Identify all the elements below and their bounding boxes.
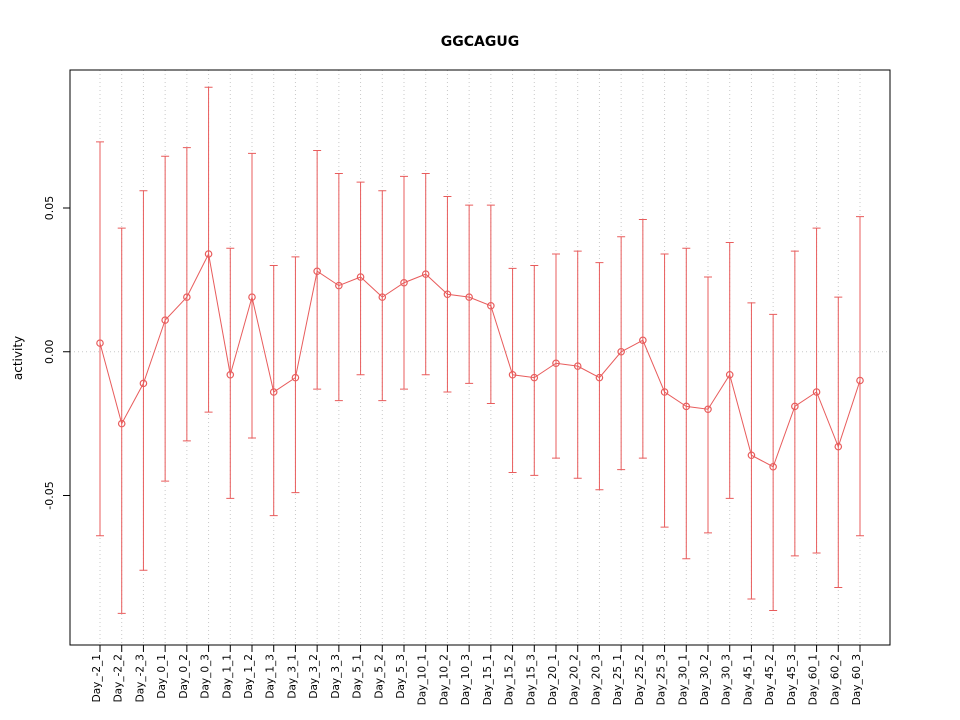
data-point — [834, 442, 843, 451]
x-tick-label: Day_1_1 — [221, 654, 233, 699]
data-point — [682, 402, 691, 411]
x-tick-label: Day_3_2 — [308, 654, 320, 699]
x-tick-label: Day_3_3 — [330, 654, 342, 699]
error-bars — [96, 86, 864, 614]
data-point — [226, 370, 235, 379]
x-tick-label: Day_20_1 — [547, 654, 559, 705]
x-tick-label: Day_5_2 — [373, 654, 385, 699]
x-tick-label: Day_0_3 — [200, 654, 212, 699]
data-point — [269, 388, 278, 396]
x-tick-label: Day_1_2 — [243, 654, 255, 699]
gridlines — [99, 70, 861, 645]
x-tick-label: Day_60_1 — [808, 654, 820, 705]
data-point — [769, 462, 777, 471]
chart-title: GGCAGUG — [441, 34, 519, 50]
x-tick-label: Day_-2_1 — [91, 654, 103, 702]
data-point — [335, 281, 343, 290]
data-point — [660, 388, 669, 396]
x-tick-label: Day_45_3 — [786, 654, 798, 705]
data-point — [204, 250, 213, 258]
x-tick-label: Day_1_3 — [265, 654, 277, 699]
data-point — [487, 301, 495, 310]
x-tick-label: Day_5_1 — [352, 654, 364, 699]
series-line — [99, 252, 861, 468]
data-point — [161, 316, 169, 324]
plot-box — [69, 69, 891, 646]
y-tick-label: 0.05 — [43, 196, 56, 221]
data-point — [117, 419, 126, 428]
x-tick-label: Day_45_2 — [764, 654, 776, 705]
data-point — [508, 370, 517, 379]
data-point — [400, 278, 408, 287]
data-point — [573, 362, 582, 370]
data-point — [639, 336, 647, 345]
x-tick-label: Day_45_1 — [742, 654, 754, 705]
x-tick-label: Day_60_3 — [851, 654, 863, 705]
data-point — [139, 379, 148, 388]
data-point — [465, 293, 473, 301]
data-point — [421, 270, 430, 278]
data-point — [791, 402, 799, 411]
y-tick-label: -0.05 — [43, 481, 56, 509]
data-point — [704, 405, 712, 414]
y-tick-label: 0.00 — [43, 340, 56, 365]
x-tick-label: Day_30_3 — [721, 654, 733, 705]
data-point — [552, 359, 560, 368]
data-point — [725, 370, 734, 379]
x-tick-label: Day_-2_2 — [113, 654, 125, 702]
x-tick-label: Day_10_1 — [417, 654, 429, 705]
x-tick-labels: Day_-2_1 Day_-2_2 Day_-2_3 Day_0_1 Day_0_2 Da… — [91, 654, 863, 705]
x-tick-label: Day_15_1 — [482, 654, 494, 705]
data-point — [96, 339, 104, 347]
x-tick-label: Day_25_2 — [634, 654, 646, 705]
x-tick-label: Day_10_2 — [438, 654, 450, 705]
data-point — [356, 273, 365, 281]
plot-border — [69, 69, 891, 646]
data-point — [812, 388, 821, 396]
data-point — [595, 373, 604, 382]
x-tick-label: Day_15_2 — [504, 654, 516, 705]
data-point — [617, 347, 625, 356]
data-points — [96, 250, 864, 471]
x-tick-label: Day_-2_3 — [134, 654, 146, 702]
x-tick-label: Day_30_2 — [699, 654, 711, 705]
x-tick-label: Day_10_3 — [460, 654, 472, 705]
data-point — [291, 373, 300, 382]
x-tick-label: Day_3_1 — [286, 654, 298, 699]
data-point — [183, 293, 191, 301]
data-point — [313, 267, 321, 276]
data-point — [378, 293, 387, 301]
y-axis-title: activity — [11, 336, 25, 380]
x-tick-label: Day_25_3 — [656, 654, 668, 705]
x-tick-label: Day_20_3 — [590, 654, 602, 705]
series-polyline — [99, 252, 861, 468]
x-tick-label: Day_30_1 — [677, 654, 689, 705]
x-tick-label: Day_15_3 — [525, 654, 537, 705]
data-point — [747, 451, 756, 460]
data-point — [856, 376, 864, 385]
data-point — [530, 373, 539, 382]
x-tick-label: Day_0_2 — [178, 654, 190, 699]
x-tick-label: Day_0_1 — [156, 654, 168, 699]
x-tick-label: Day_5_3 — [395, 654, 407, 699]
axis-ticks — [63, 207, 861, 652]
y-tick-labels: -0.05 0.00 0.05 — [43, 196, 56, 510]
x-tick-label: Day_20_2 — [569, 654, 581, 705]
x-tick-label: Day_60_2 — [829, 654, 841, 705]
x-tick-label: Day_25_1 — [612, 654, 624, 705]
data-point — [443, 290, 452, 299]
data-point — [248, 293, 256, 301]
